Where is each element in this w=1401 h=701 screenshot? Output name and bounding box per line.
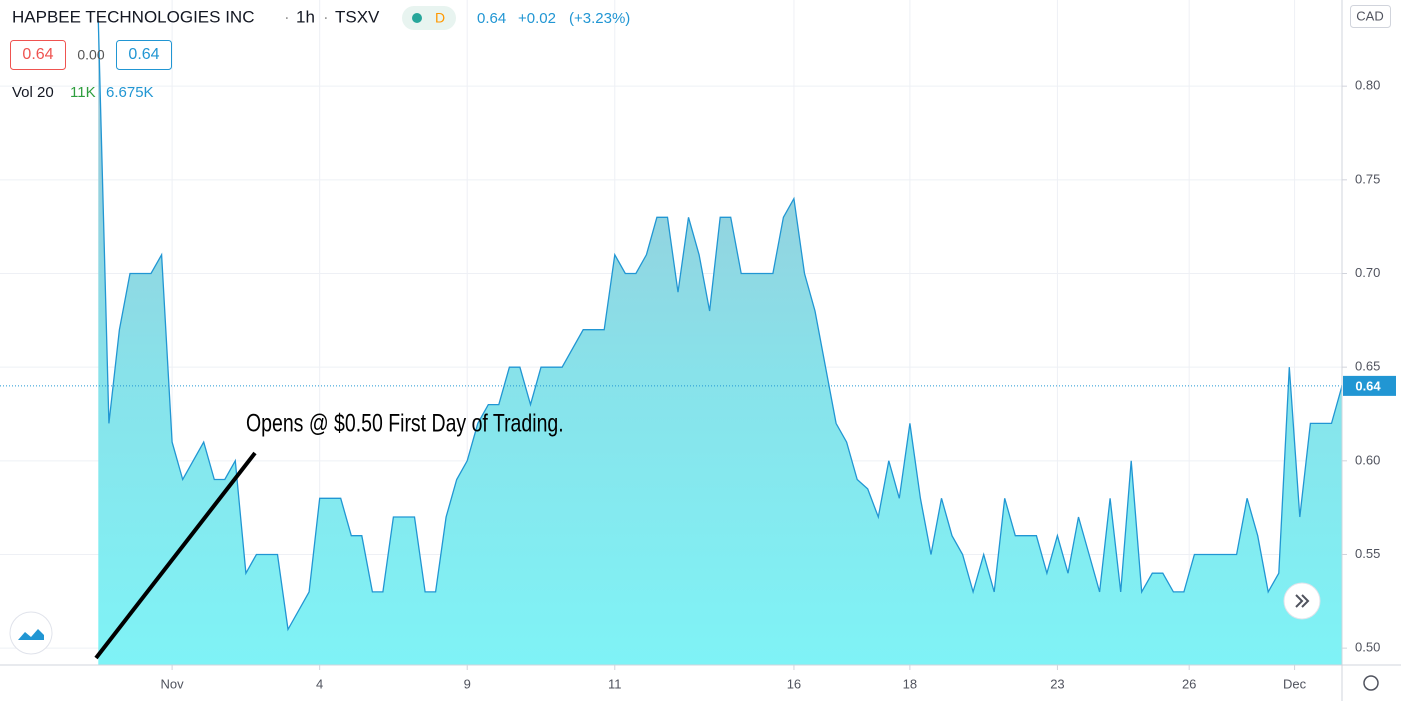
last-price-label: 0.64: [1355, 378, 1381, 393]
x-tick-label: 18: [903, 676, 917, 691]
x-tick-label: 4: [316, 676, 323, 691]
y-tick-label: 0.60: [1355, 452, 1380, 467]
area-fill: [98, 20, 1342, 666]
bid: 0.64: [22, 46, 53, 63]
logo-button[interactable]: [9, 611, 53, 655]
x-tick-label: Nov: [161, 676, 185, 691]
scroll-icon: [1295, 594, 1310, 608]
x-tick-label: 11: [608, 676, 622, 691]
annotation-line: [94, 451, 257, 660]
y-tick-label: 0.50: [1355, 640, 1380, 655]
symbol-title: HAPBEE TECHNOLOGIES INC: [12, 7, 254, 26]
separator: ·: [284, 7, 290, 26]
spread: 0.00: [77, 47, 104, 63]
exchange: TSXV: [335, 7, 380, 26]
last-price: 0.64: [477, 10, 506, 27]
x-tick-label: 26: [1182, 676, 1196, 691]
ask: 0.64: [128, 46, 159, 63]
currency: CAD: [1356, 8, 1383, 23]
x-tick-label: 9: [464, 676, 471, 691]
x-tick-label: 23: [1050, 676, 1064, 691]
ask-box[interactable]: [116, 40, 172, 70]
y-tick-label: 0.70: [1355, 265, 1380, 280]
price-line: [97, 20, 1343, 632]
y-tick-label: 0.80: [1355, 78, 1380, 93]
change-pct: (+3.23%): [569, 10, 630, 27]
badge: D: [435, 10, 445, 26]
plot: [0, 20, 1343, 666]
status-dot: [412, 13, 422, 23]
last-price-tag: [1343, 375, 1396, 396]
currency-box[interactable]: [1350, 5, 1391, 28]
interval: 1h: [296, 7, 315, 26]
axes: 0.50 0.55 0.60 0.65 0.70 0.75 0.80 Nov 4 9 11 16 18 2…: [161, 78, 1396, 691]
status-pill: [402, 6, 456, 30]
y-tick-label: 0.65: [1355, 359, 1380, 374]
logo-icon: [18, 629, 44, 640]
change: +0.02: [518, 10, 556, 27]
y-tick-label: 0.55: [1355, 546, 1380, 561]
separator: ·: [323, 7, 329, 26]
y-tick-label: 0.75: [1355, 171, 1380, 186]
bid-box[interactable]: [10, 40, 66, 70]
annotation: Opens @ $0.50 First Day of Trading.: [246, 409, 564, 437]
vol-label: Vol 20: [12, 84, 54, 101]
vol: 11K: [70, 84, 96, 101]
settings-button[interactable]: [1363, 675, 1379, 691]
x-tick-label: Dec: [1283, 676, 1307, 691]
x-tick-label: 16: [787, 676, 801, 691]
vol-ma: 6.675K: [106, 84, 154, 101]
